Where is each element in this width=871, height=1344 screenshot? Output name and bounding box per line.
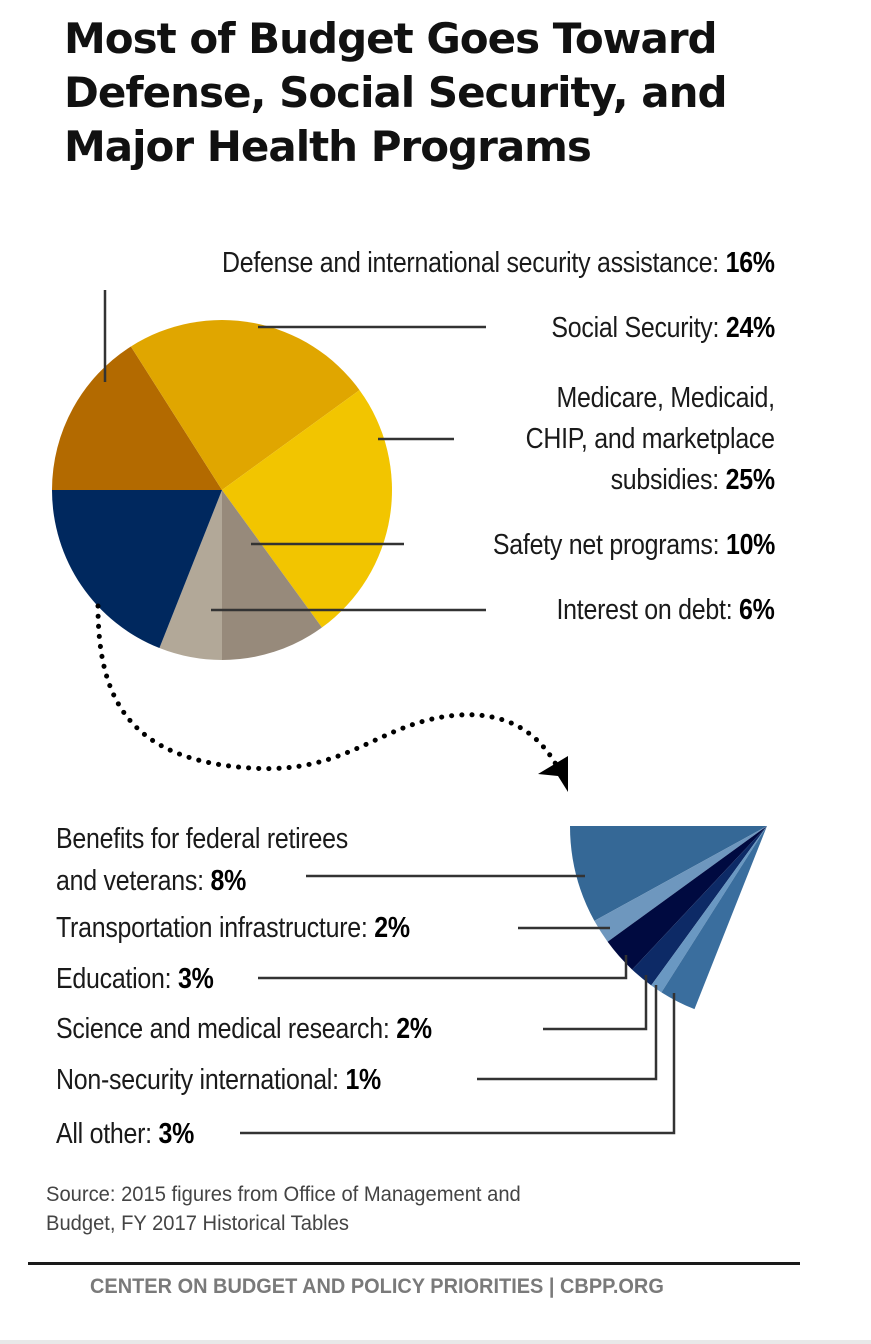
pie-slice-medicare-medicaid	[222, 390, 392, 628]
label-medicare: Medicare, Medicaid, CHIP, and marketplac…	[526, 378, 775, 501]
pie-chart	[52, 290, 767, 1135]
source-note: Source: 2015 figures from Office of Mana…	[46, 1180, 718, 1238]
title-line: Most of Budget Goes Toward	[64, 14, 718, 63]
label-text-line: Benefits for federal retirees	[56, 823, 348, 855]
label-text-line: Medicare, Medicaid,	[556, 382, 776, 414]
label-text: Non-security international:	[56, 1064, 339, 1096]
label-benefits: Benefits for federal retirees and vetera…	[56, 818, 348, 902]
leader-line-non-security	[477, 985, 658, 1081]
pie-slice-interest-on-debt	[159, 490, 222, 660]
label-value: 25%	[725, 464, 775, 496]
label-value: 2%	[374, 912, 410, 944]
leader-lines	[103, 290, 676, 1135]
label-education: Education: 3%	[56, 961, 214, 997]
breakout-slice-all-other	[661, 826, 767, 1010]
leader-line-education	[258, 955, 628, 980]
label-value: 6%	[739, 594, 775, 626]
label-transportation: Transportation infrastructure: 2%	[56, 910, 410, 946]
label-text: All other:	[56, 1118, 152, 1150]
label-text: Transportation infrastructure:	[56, 912, 368, 944]
breakout-slice-science-and-medical-research	[632, 826, 767, 986]
source-line: Source: 2015 figures from Office of Mana…	[46, 1183, 521, 1206]
dotted-arrow	[95, 603, 568, 792]
label-defense: Defense and international security assis…	[222, 245, 775, 281]
label-text: Defense and international security assis…	[222, 247, 720, 279]
arrowhead-icon	[538, 756, 568, 792]
pie-slice-social-security	[130, 319, 360, 490]
label-text: Science and medical research:	[56, 1013, 390, 1045]
chart-title: Most of Budget Goes Toward Defense, Soci…	[64, 12, 804, 174]
breakout-slice-education	[607, 826, 767, 970]
breakout-slice-benefits-for-federal-retirees	[570, 826, 767, 921]
label-text-line: subsidies:	[610, 464, 720, 496]
label-text: Interest on debt:	[556, 594, 733, 626]
label-text: Education:	[56, 963, 172, 995]
bottom-edge	[0, 1340, 871, 1344]
main-pie	[52, 319, 392, 660]
label-social-security: Social Security: 24%	[551, 310, 775, 346]
label-value: 24%	[725, 312, 775, 344]
label-value: 1%	[345, 1064, 381, 1096]
leader-line-all-other	[240, 993, 676, 1135]
title-line: Major Health Programs	[64, 122, 592, 171]
label-value: 3%	[158, 1118, 195, 1150]
label-value: 2%	[396, 1013, 432, 1045]
pie-slice-other-programs	[52, 490, 222, 649]
title-line: Defense, Social Security, and	[64, 68, 728, 117]
label-interest: Interest on debt: 6%	[557, 592, 775, 628]
label-safety-net: Safety net programs: 10%	[493, 527, 775, 563]
footer-divider	[28, 1262, 800, 1265]
pie-slice-safety-net-programs	[222, 490, 322, 660]
label-value: 3%	[177, 963, 214, 995]
label-value: 16%	[725, 247, 775, 279]
breakout-slice-non-security-international	[651, 826, 767, 993]
label-non-security: Non-security international: 1%	[56, 1062, 381, 1098]
label-value: 10%	[725, 529, 775, 561]
footer-credit: CENTER ON BUDGET AND POLICY PRIORITIES |…	[90, 1275, 664, 1298]
breakout-slice-transportation-infrastructure	[594, 826, 767, 942]
label-text-line: and veterans:	[56, 865, 204, 897]
pie-slice-defense-and-international-security-assistance	[52, 346, 222, 490]
label-science: Science and medical research: 2%	[56, 1011, 432, 1047]
label-text-line: CHIP, and marketplace	[525, 423, 775, 455]
label-text: Social Security:	[551, 312, 720, 344]
source-line: Budget, FY 2017 Historical Tables	[46, 1212, 349, 1235]
label-text: Safety net programs:	[492, 529, 720, 561]
breakout-pie	[570, 826, 767, 1010]
label-value: 8%	[210, 865, 246, 897]
leader-line-science	[543, 975, 648, 1031]
label-all-other: All other: 3%	[56, 1116, 194, 1152]
